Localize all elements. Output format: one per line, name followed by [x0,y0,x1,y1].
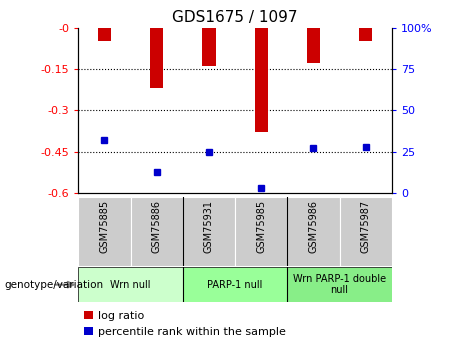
Text: GSM75885: GSM75885 [100,200,110,253]
Text: GSM75987: GSM75987 [361,200,371,253]
Bar [254,28,268,132]
Bar [287,197,340,266]
Text: GSM75986: GSM75986 [308,200,319,253]
Legend: log ratio, percentile rank within the sample: log ratio, percentile rank within the sa… [84,311,286,337]
Text: GSM75985: GSM75985 [256,200,266,253]
Text: GSM75931: GSM75931 [204,200,214,253]
Title: GDS1675 / 1097: GDS1675 / 1097 [172,10,298,25]
Bar [150,28,163,88]
Bar [359,28,372,41]
Bar [183,197,235,266]
Bar [183,267,287,302]
Bar [287,267,392,302]
Text: PARP-1 null: PARP-1 null [207,280,263,289]
Bar [98,28,111,41]
Bar [78,267,183,302]
Bar [340,197,392,266]
Text: Wrn PARP-1 double
null: Wrn PARP-1 double null [293,274,386,295]
Bar [202,28,216,66]
Text: Wrn null: Wrn null [110,280,151,289]
Bar [235,197,287,266]
Bar [130,197,183,266]
Bar [78,197,130,266]
Text: GSM75886: GSM75886 [152,200,162,253]
Text: genotype/variation: genotype/variation [5,280,104,289]
Bar [307,28,320,63]
